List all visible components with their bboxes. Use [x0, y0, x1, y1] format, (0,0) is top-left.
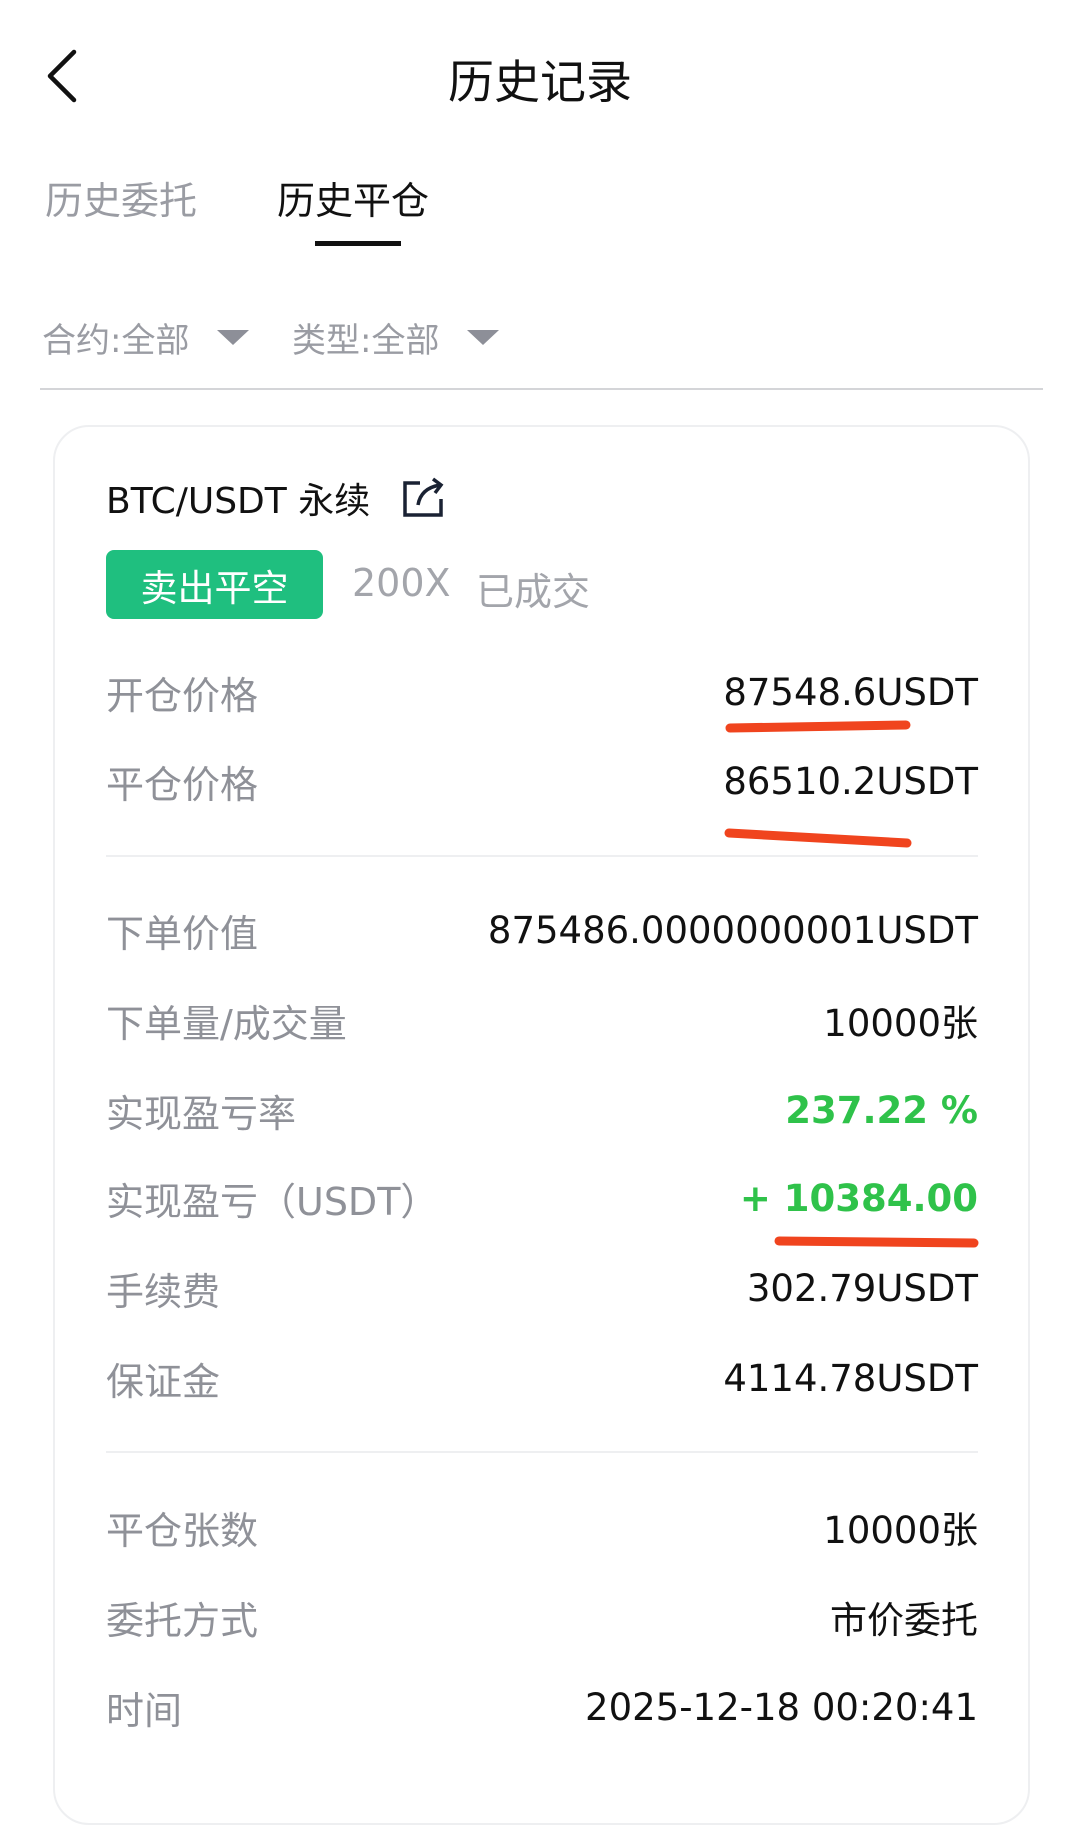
contract-filter-dropdown[interactable]: 合约:全部 — [42, 313, 250, 362]
order-status: 已成交 — [476, 570, 591, 614]
row-value: + 10384.00 — [739, 1176, 978, 1220]
contract-filter-label: 合约:全部 — [42, 321, 190, 361]
caret-down-icon — [467, 330, 500, 345]
back-button[interactable] — [44, 48, 84, 104]
row-value: 市价委托 — [830, 1599, 978, 1642]
row-open-price: 开仓价格 87548.6USDT — [106, 667, 978, 718]
row-value: 302.79USDT — [746, 1266, 978, 1310]
row-label: 保证金 — [106, 1359, 221, 1404]
row-label: 实现盈亏（USDT） — [106, 1179, 439, 1224]
chevron-left-icon — [47, 49, 77, 103]
row-margin: 保证金 4114.78USDT — [106, 1353, 978, 1404]
row-value: 10000张 — [823, 1509, 978, 1552]
row-value: 10000张 — [823, 1002, 978, 1045]
row-quantity: 下单量/成交量 10000张 — [106, 995, 978, 1046]
share-icon[interactable] — [400, 475, 446, 521]
row-value: 87548.6USDT — [723, 670, 978, 714]
row-realized-pnl: 实现盈亏（USDT） + 10384.00 — [106, 1173, 978, 1224]
row-value: 237.22 % — [785, 1088, 978, 1132]
type-filter-dropdown[interactable]: 类型:全部 — [292, 313, 500, 362]
row-close-contracts: 平仓张数 10000张 — [106, 1502, 978, 1553]
row-order-value: 下单价值 875486.0000000001USDT — [106, 905, 978, 956]
row-label: 下单价值 — [106, 911, 259, 956]
row-label: 开仓价格 — [106, 673, 259, 718]
row-value: 4114.78USDT — [723, 1356, 978, 1400]
row-time: 时间 2025-12-18 00:20:41 — [106, 1682, 978, 1733]
row-value: 86510.2USDT — [723, 759, 978, 803]
row-pnl-rate: 实现盈亏率 237.22 % — [106, 1085, 978, 1136]
section-divider — [106, 1451, 978, 1453]
row-value: 2025-12-18 00:20:41 — [585, 1685, 978, 1729]
caret-down-icon — [217, 330, 250, 345]
row-label: 平仓张数 — [106, 1508, 259, 1553]
row-close-price: 平仓价格 86510.2USDT — [106, 756, 978, 807]
side-badge: 卖出平空 — [106, 550, 323, 619]
row-value: 875486.0000000001USDT — [487, 908, 978, 952]
row-label: 时间 — [106, 1688, 183, 1733]
leverage: 200X — [352, 561, 451, 605]
page-title: 历史记录 — [448, 55, 632, 109]
tab-order-history[interactable]: 历史委托 — [45, 179, 198, 223]
filter-divider — [40, 388, 1043, 390]
row-label: 下单量/成交量 — [106, 1001, 347, 1046]
pair-name: BTC/USDT 永续 — [106, 481, 371, 522]
row-fee: 手续费 302.79USDT — [106, 1263, 978, 1314]
tab-close-history[interactable]: 历史平仓 — [277, 179, 430, 223]
active-tab-indicator — [315, 241, 401, 246]
row-label: 实现盈亏率 — [106, 1091, 297, 1136]
section-divider — [106, 855, 978, 857]
pair-header: BTC/USDT 永续 — [106, 472, 446, 524]
type-filter-label: 类型:全部 — [292, 321, 440, 361]
row-label: 手续费 — [106, 1269, 221, 1314]
row-label: 平仓价格 — [106, 762, 259, 807]
row-order-type: 委托方式 市价委托 — [106, 1592, 978, 1643]
row-label: 委托方式 — [106, 1598, 259, 1643]
